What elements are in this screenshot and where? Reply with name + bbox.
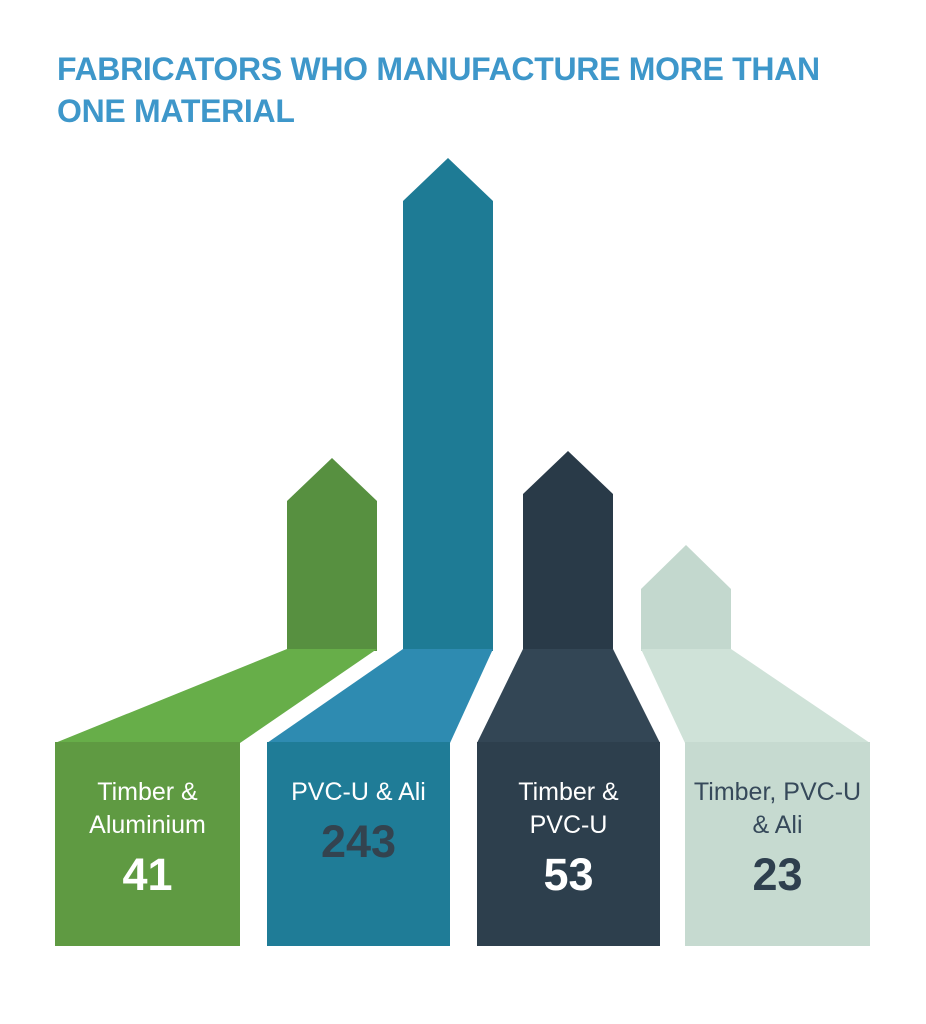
chart-title-line-1: FABRICATORS WHO MANUFACTURE MORE THAN bbox=[57, 51, 820, 87]
bar-label-line-2: & Ali bbox=[752, 811, 803, 839]
bar-ramp-timber-aluminium bbox=[55, 649, 377, 743]
base-box-timber-aluminium: Timber & Aluminium 41 bbox=[55, 742, 240, 946]
bar-value: 53 bbox=[543, 849, 594, 900]
bar-label-line-2: Aluminium bbox=[89, 811, 206, 839]
base-box-timber-pvcu-ali: Timber, PVC-U & Ali 23 bbox=[685, 742, 870, 946]
bar-label-line-1: Timber, PVC-U bbox=[693, 778, 862, 806]
bar-arrow-timber-pvcu-ali bbox=[641, 545, 731, 651]
bar-ramp-timber-pvcu bbox=[477, 649, 660, 743]
bar-ramp-pvcu-ali bbox=[267, 649, 493, 743]
bar-label-line-2: PVC-U bbox=[529, 811, 608, 839]
bar-label: Timber & Aluminium bbox=[55, 776, 240, 842]
bar-value: 23 bbox=[752, 849, 803, 900]
chart-title: FABRICATORS WHO MANUFACTURE MORE THAN ON… bbox=[57, 48, 820, 132]
chart-title-line-2: ONE MATERIAL bbox=[57, 93, 295, 129]
bar-label: PVC-U & Ali bbox=[267, 776, 450, 809]
bar-value: 41 bbox=[122, 849, 173, 900]
bar-arrow-timber-pvcu bbox=[523, 451, 613, 651]
bar-ramp-timber-pvcu-ali bbox=[641, 649, 870, 743]
bar-label-line-1: Timber & bbox=[97, 778, 198, 806]
bar-label: Timber, PVC-U & Ali bbox=[685, 776, 870, 842]
base-box-pvcu-ali: PVC-U & Ali 243 bbox=[267, 742, 450, 946]
bar-value: 243 bbox=[320, 816, 397, 867]
base-box-timber-pvcu: Timber & PVC-U 53 bbox=[477, 742, 660, 946]
bar-label: Timber & PVC-U bbox=[477, 776, 660, 842]
bar-arrow-timber-aluminium bbox=[287, 458, 377, 651]
bar-arrow-pvcu-ali bbox=[403, 158, 493, 651]
bar-label-line-1: Timber & bbox=[518, 778, 619, 806]
bar-label-line-1: PVC-U & Ali bbox=[291, 778, 426, 806]
